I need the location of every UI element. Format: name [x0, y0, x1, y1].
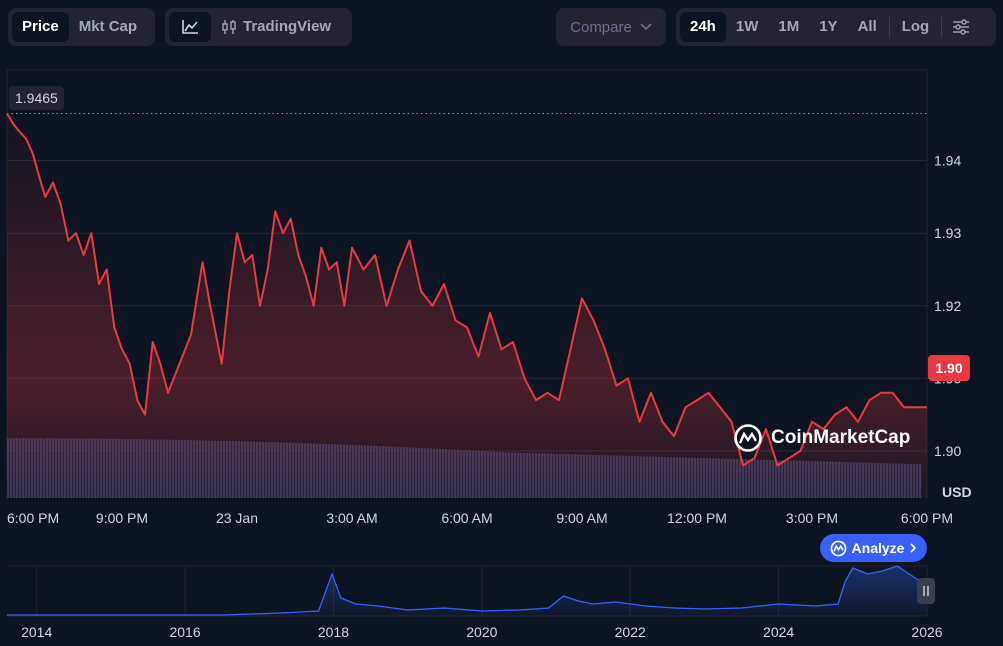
- y-tick-label: 1.92: [934, 298, 961, 314]
- current-price-badge: 1.90: [928, 355, 970, 381]
- x-tick-label: 12:00 PM: [667, 510, 727, 526]
- x-tick-label: 9:00 PM: [96, 510, 148, 526]
- watermark-text: CoinMarketCap: [771, 427, 911, 448]
- x-tick-label: 3:00 AM: [326, 510, 377, 526]
- range-1m[interactable]: 1M: [778, 18, 800, 35]
- currency-label: USD: [942, 484, 972, 500]
- chart-type-toggle: TradingView: [165, 8, 352, 46]
- range-all[interactable]: All: [857, 18, 877, 35]
- overview-x-label: 2018: [318, 624, 349, 640]
- overview-x-label: 2014: [21, 624, 52, 640]
- chevron-down-icon: [640, 23, 652, 31]
- coinmarketcap-logo-icon: [734, 424, 762, 452]
- price-area: [7, 113, 927, 498]
- line-chart-icon: [182, 20, 198, 34]
- compare-dropdown[interactable]: Compare: [556, 8, 666, 46]
- y-tick-label: 1.94: [934, 153, 961, 169]
- coinmarketcap-watermark: CoinMarketCap: [733, 423, 910, 453]
- tab-price[interactable]: Price: [12, 12, 69, 42]
- range-1y[interactable]: 1Y: [819, 18, 838, 35]
- tradingview-button[interactable]: TradingView: [211, 12, 341, 42]
- y-tick-label: 1.90: [934, 443, 961, 459]
- x-tick-label: 3:00 PM: [786, 510, 838, 526]
- price-area-fill: [7, 113, 927, 498]
- overview-x-label: 2026: [911, 624, 942, 640]
- overview-x-label: 2022: [615, 624, 646, 640]
- x-tick-label: 6:00 AM: [441, 510, 492, 526]
- x-tick-label: 6:00 PM: [901, 510, 953, 526]
- x-tick-label: 6:00 PM: [7, 510, 59, 526]
- range-handle[interactable]: [917, 578, 935, 604]
- analyze-label: Analyze: [851, 540, 905, 556]
- overview-line: [7, 565, 928, 616]
- price-line: [6, 112, 927, 467]
- overview-x-label: 2016: [169, 624, 200, 640]
- divider: [888, 17, 890, 37]
- tradingview-label: TradingView: [243, 18, 332, 35]
- x-axis: 6:00 PM 9:00 PM 23 Jan 3:00 AM 6:00 AM 9:00 A…: [7, 510, 953, 526]
- overview-area: [7, 566, 927, 616]
- sliders-icon: [953, 19, 970, 35]
- settings-button[interactable]: [944, 12, 978, 42]
- compare-label: Compare: [570, 18, 632, 36]
- chevron-right-icon: [910, 543, 917, 553]
- range-24h[interactable]: 24h: [680, 12, 726, 42]
- tab-mkt-cap[interactable]: Mkt Cap: [78, 18, 138, 35]
- overview-chart: 2014 2016 2018 2020 2022 2024 2026: [7, 565, 943, 640]
- range-1w[interactable]: 1W: [735, 18, 759, 35]
- handle-body: [917, 578, 935, 604]
- log-toggle[interactable]: Log: [901, 18, 930, 35]
- price-series-line: [6, 112, 927, 467]
- overview-x-label: 2024: [763, 624, 794, 640]
- view-toggle: Price Mkt Cap: [8, 8, 155, 46]
- open-price-badge: 1.9465: [9, 86, 64, 110]
- analyze-logo-icon: [830, 540, 846, 556]
- x-tick-label: 23 Jan: [216, 510, 258, 526]
- line-chart-button[interactable]: [169, 12, 211, 42]
- candlestick-icon: [222, 20, 236, 34]
- analyze-button[interactable]: Analyze: [820, 534, 927, 562]
- y-tick-label: 1.93: [934, 225, 961, 241]
- divider: [941, 17, 943, 37]
- overview-x-label: 2020: [466, 624, 497, 640]
- x-tick-label: 9:00 AM: [556, 510, 607, 526]
- range-toggle: 24h 1W 1M 1Y All Log: [676, 8, 996, 46]
